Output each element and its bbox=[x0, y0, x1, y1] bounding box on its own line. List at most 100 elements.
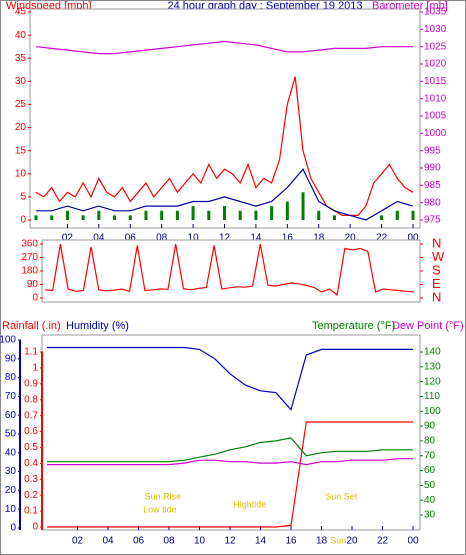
y2-tick-label: 110 bbox=[424, 391, 440, 402]
series-label: Rainfall (.in) bbox=[2, 320, 61, 332]
y2-tick-label: 1030 bbox=[424, 24, 447, 35]
bar bbox=[317, 210, 321, 220]
annotation: Hightide bbox=[233, 499, 266, 509]
plot-area bbox=[41, 334, 421, 531]
bar bbox=[175, 210, 179, 220]
annotation: Sun Set bbox=[325, 491, 358, 501]
x-tick-label: 04 bbox=[93, 233, 105, 244]
y-tick-label: 180 bbox=[21, 266, 38, 277]
y2-tick-label: 30 bbox=[424, 510, 436, 521]
bar bbox=[223, 206, 226, 220]
y2-tick-label: 1015 bbox=[424, 76, 447, 87]
series-line bbox=[47, 458, 413, 466]
y-tick-label: 90 bbox=[27, 279, 39, 290]
y2-tick-label: 1010 bbox=[424, 93, 447, 104]
series-line bbox=[44, 243, 415, 297]
bar bbox=[144, 210, 148, 220]
y-tick-label: 10 bbox=[5, 504, 17, 515]
plot-area bbox=[41, 239, 421, 303]
y-tick-label: 60 bbox=[5, 410, 17, 421]
y3-tick-label: 0.9 bbox=[24, 378, 38, 389]
bar bbox=[254, 210, 258, 220]
y-tick-label: 45 bbox=[15, 7, 27, 18]
x-tick-label: 12 bbox=[219, 233, 231, 244]
bar bbox=[81, 215, 85, 220]
y3-tick-label: 0 bbox=[32, 522, 38, 533]
y2-tick-label: 140 bbox=[424, 347, 441, 358]
x-tick-label: 20 bbox=[346, 536, 358, 547]
y-tick-label: 80 bbox=[5, 372, 17, 383]
y-tick-label: 90 bbox=[5, 353, 17, 364]
bar bbox=[113, 215, 117, 220]
bar bbox=[270, 206, 274, 220]
x-tick-label: 18 bbox=[313, 233, 325, 244]
y-tick-label: 0 bbox=[32, 293, 38, 304]
x-tick-label: 18 bbox=[316, 536, 328, 547]
y3-tick-label: 0.4 bbox=[24, 458, 38, 469]
y3-tick-label: 1 bbox=[32, 363, 38, 374]
x-tick-label: 00 bbox=[407, 233, 419, 244]
series-line bbox=[47, 346, 413, 411]
x-tick-label: 00 bbox=[407, 536, 419, 547]
y2-tick-label: 50 bbox=[424, 480, 436, 491]
bar bbox=[285, 201, 289, 220]
y2-tick-label: 100 bbox=[424, 406, 441, 417]
y3-tick-label: 1.1 bbox=[24, 347, 38, 358]
x-tick-label: 20 bbox=[345, 233, 357, 244]
y2-tick-label: 1005 bbox=[424, 111, 447, 122]
x-tick-label: 22 bbox=[376, 233, 388, 244]
series-label: Humidity (%) bbox=[66, 320, 129, 332]
y2-tick-label: 1025 bbox=[424, 41, 447, 52]
y2-tick-label: 60 bbox=[424, 465, 436, 476]
y2-tick-label: N bbox=[432, 289, 441, 304]
y-tick-label: 35 bbox=[15, 53, 27, 64]
y-tick-label: 30 bbox=[15, 76, 27, 87]
chart-title: 24 hour graph day : September 19 2013 bbox=[167, 0, 362, 12]
bar bbox=[50, 215, 54, 220]
y-tick-label: 40 bbox=[15, 30, 27, 41]
bar bbox=[395, 210, 399, 220]
y-tick-label: 20 bbox=[15, 122, 27, 133]
y2-tick-label: 1035 bbox=[424, 7, 447, 18]
series-label: Temperature (°F) bbox=[312, 320, 395, 332]
y-tick-label: 20 bbox=[5, 485, 17, 496]
series-label: Dew Point (°F) bbox=[392, 320, 464, 332]
series-line bbox=[47, 421, 413, 528]
y2-tick-label: N bbox=[432, 235, 441, 250]
y2-tick-label: 1020 bbox=[424, 59, 447, 70]
bar bbox=[191, 206, 195, 220]
x-tick-label: 06 bbox=[125, 233, 137, 244]
y2-tick-label: 120 bbox=[424, 376, 441, 387]
y2-tick-label: 995 bbox=[424, 145, 441, 156]
y-tick-label: 40 bbox=[5, 447, 17, 458]
y-tick-label: 0 bbox=[10, 523, 16, 534]
y-tick-label: 270 bbox=[21, 252, 38, 263]
series-line bbox=[35, 40, 413, 55]
y2-tick-label: S bbox=[432, 262, 441, 277]
y3-tick-label: 0.7 bbox=[24, 410, 38, 421]
x-tick-label: 22 bbox=[377, 536, 389, 547]
bar bbox=[160, 210, 164, 220]
bar bbox=[97, 210, 101, 220]
y2-tick-label: E bbox=[432, 276, 441, 291]
bar bbox=[238, 210, 242, 220]
y2-tick-label: 990 bbox=[424, 163, 441, 174]
y2-tick-label: 980 bbox=[424, 197, 441, 208]
x-tick-label: 08 bbox=[163, 536, 175, 547]
y2-tick-label: 985 bbox=[424, 180, 441, 191]
bar bbox=[34, 215, 38, 220]
y-axis-label: Windspeed [mph] bbox=[6, 0, 92, 12]
annotation: Sun bbox=[330, 535, 346, 545]
x-tick-label: 12 bbox=[224, 536, 236, 547]
x-tick-label: 04 bbox=[102, 536, 114, 547]
x-tick-label: 16 bbox=[282, 233, 294, 244]
x-tick-label: 10 bbox=[194, 536, 206, 547]
y-tick-label: 5 bbox=[20, 192, 26, 203]
x-tick-label: 02 bbox=[62, 233, 74, 244]
y3-tick-label: 0.1 bbox=[24, 506, 38, 517]
y-tick-label: 30 bbox=[5, 466, 17, 477]
x-tick-label: 10 bbox=[188, 233, 200, 244]
annotation: Low tide bbox=[143, 504, 177, 514]
